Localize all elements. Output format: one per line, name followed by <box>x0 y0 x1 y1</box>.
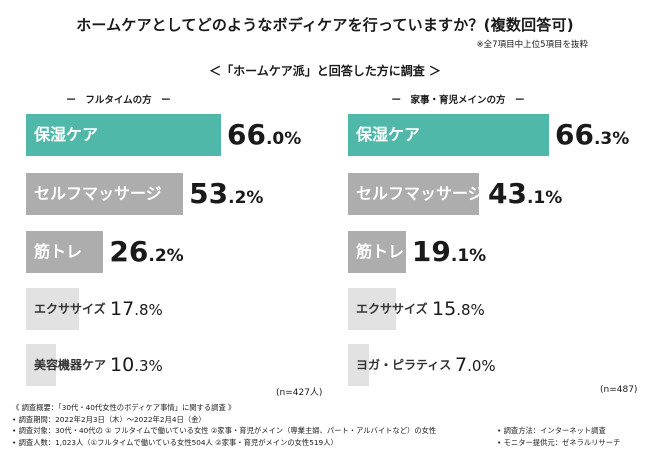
bar-category-label: ヨガ・ピラティス <box>356 358 452 372</box>
bar <box>348 114 549 156</box>
sample-size-homemaker: (n=487) <box>600 385 638 395</box>
bar-category-label: 保湿ケア <box>34 125 99 144</box>
footer-provider: • モニター提供元：ゼネラルリサーチ <box>497 437 621 447</box>
bar-value-label: 19.1% <box>411 235 487 268</box>
bar-category-label: エクササイズ <box>34 302 106 316</box>
survey-footer: 《 調査概要：「30代・40代女性のボディケア事情」に関する調査 》 • 調査期… <box>12 402 642 448</box>
bar-category-label: セルフマッサージ <box>356 184 484 203</box>
bar <box>348 344 370 386</box>
bar-value-label: 53.2% <box>189 177 264 210</box>
chart-title: ホームケアとしてどのようなボディケアを行っていますか？(複数回答可) <box>76 16 574 34</box>
bar-value-label: 43.1% <box>488 177 563 210</box>
title-note: ※全7項目中上位5項目を抜粋 <box>476 40 588 50</box>
footer-method: • 調査方法：インターネット調査 <box>497 426 606 435</box>
bar <box>348 231 406 273</box>
footer-target: • 調査対象：30代・40代の ① フルタイムで働いている女性 ②家事・育児がメ… <box>12 426 437 435</box>
bar-category-label: 筋トレ <box>356 242 405 261</box>
footer-period: • 調査期間：2022年2月3日（木）～2022年2月4日（金） <box>12 414 206 424</box>
bar <box>26 173 184 215</box>
bar-value-label: 66.0% <box>227 118 302 151</box>
survey-subtitle: ＜「ホームケア派」と回答した方に調査 ＞ <box>209 64 441 78</box>
chart-panel-fulltime: ー フルタイムの方 ー 保湿ケア 66.0% セルフマッサージ 53.2% 筋トレ 26.… <box>26 92 326 410</box>
bar <box>348 173 479 215</box>
sample-size-fulltime: (n=427人) <box>276 388 323 398</box>
chart-panel-homemaker: ー 家事・育児メインの方 ー 保湿ケア 66.3% セルフマッサージ 43.1% 筋トレ… <box>348 92 648 410</box>
bar <box>26 288 79 330</box>
bar-value-label: 15.8% <box>432 298 485 320</box>
panel-title-homemaker: ー 家事・育児メインの方 ー <box>391 95 525 106</box>
bar-category-label: 筋トレ <box>34 242 83 261</box>
footer-count: • 調査人数：1,023人（①フルタイムで働いている女性504人 ②家事・育児が… <box>12 437 338 447</box>
panel-title-fulltime: ー フルタイムの方 ー <box>66 95 171 106</box>
bar-value-label: 17.8% <box>110 298 163 320</box>
bar-category-label: セルフマッサージ <box>34 184 162 203</box>
bar-category-label: エクササイズ <box>356 302 428 316</box>
bar <box>26 114 221 156</box>
bar-category-label: 保湿ケア <box>356 125 421 144</box>
bar-value-label: 26.2% <box>109 235 184 268</box>
footer-overview: 《 調査概要：「30代・40代女性のボディケア事情」に関する調査 》 <box>12 403 236 412</box>
bar-value-label: 7.0% <box>455 354 496 376</box>
bar-category-label: 美容機器ケア <box>34 358 107 372</box>
bar <box>26 344 57 386</box>
bar <box>348 288 396 330</box>
bar-value-label: 66.3% <box>555 118 630 151</box>
bar-value-label: 10.3% <box>110 354 163 376</box>
bar <box>26 231 104 273</box>
